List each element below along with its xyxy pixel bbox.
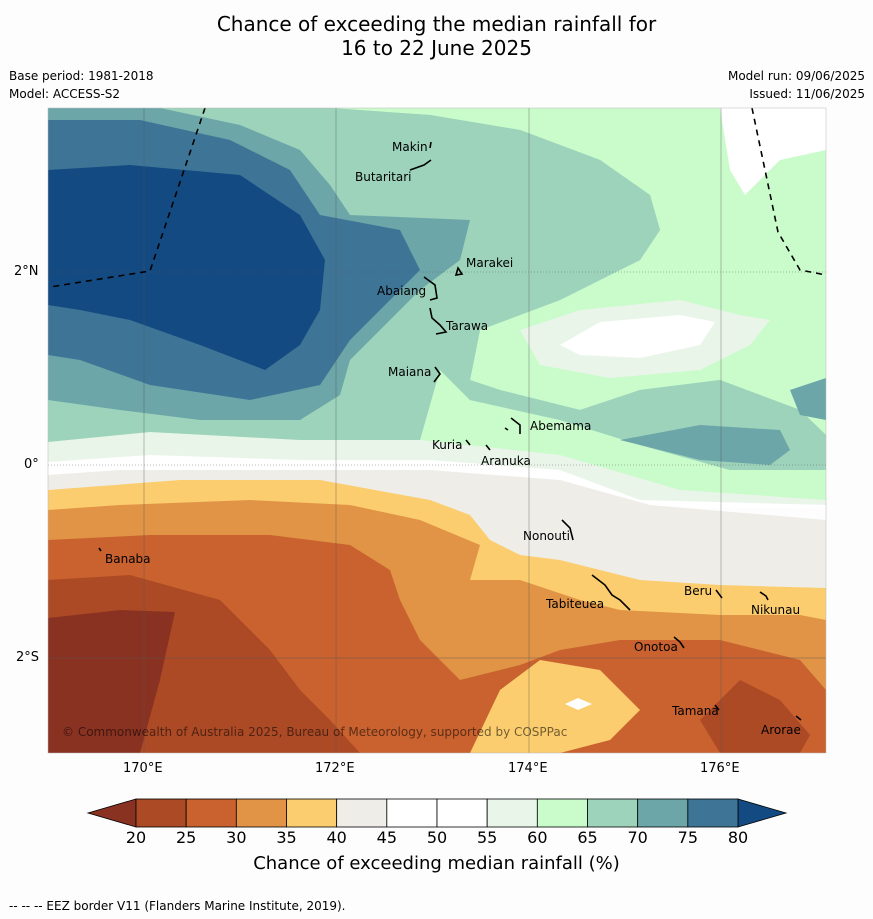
contour-layer [48, 108, 826, 753]
island-label: Onotoa [634, 640, 678, 654]
colorbar-tick-label: 80 [727, 828, 749, 847]
island-label: Nikunau [751, 603, 800, 617]
colorbar-segment [587, 798, 639, 828]
colorbar-label: Chance of exceeding median rainfall (%) [253, 853, 620, 874]
title-line-2: 16 to 22 June 2025 [341, 36, 532, 60]
colorbar-under-arrow [86, 798, 137, 828]
colorbar-tick-label: 65 [577, 828, 598, 847]
lat-tick-label: 0° [24, 457, 39, 472]
colorbar-segment [436, 798, 488, 828]
colorbar-segment [336, 798, 388, 828]
island-outlines [98, 141, 802, 721]
island-label: Abaiang [377, 284, 426, 298]
eez-border [49, 107, 827, 288]
meta-left: Base period: 1981-2018 Model: ACCESS-S2 [9, 67, 154, 103]
island-label: Banaba [105, 552, 151, 566]
lon-tick-label: 174°E [508, 761, 548, 776]
colorbar-segment [135, 798, 187, 828]
colorbar-tick-label: 70 [627, 828, 648, 847]
colorbar-segment [486, 798, 538, 828]
eez-footnote: -- -- -- EEZ border V11 (Flanders Marine… [9, 899, 346, 913]
island-label: Aranuka [481, 454, 531, 468]
meta-right: Model run: 09/06/2025 Issued: 11/06/2025 [728, 67, 865, 103]
island-label: Maiana [388, 365, 431, 379]
colorbar-over-arrow [737, 798, 788, 828]
colorbar-segment [687, 798, 739, 828]
lon-tick-label: 176°E [700, 761, 740, 776]
lon-tick-label: 170°E [123, 761, 163, 776]
copyright-text: © Commonwealth of Australia 2025, Bureau… [62, 725, 567, 739]
colorbar [86, 798, 788, 828]
map-frame [47, 107, 827, 754]
model-name: Model: ACCESS-S2 [9, 87, 121, 101]
colorbar-tick-label: 55 [476, 828, 498, 847]
island-label: Tabiteuea [545, 597, 604, 611]
map-title: Chance of exceeding the median rainfall … [0, 12, 873, 60]
colorbar-segment [185, 798, 237, 828]
colorbar-tick-label: 25 [175, 828, 197, 847]
island-label: Nonouti [523, 529, 570, 543]
colorbar-tick-label: 20 [125, 828, 147, 847]
island-label: Beru [684, 584, 712, 598]
colorbar-tick-label: 30 [226, 828, 247, 847]
colorbar-segment [637, 798, 689, 828]
colorbar-segment [386, 798, 438, 828]
lat-tick-label: 2°N [14, 264, 39, 279]
colorbar-tick-label: 60 [527, 828, 548, 847]
title-line-1: Chance of exceeding the median rainfall … [216, 12, 657, 36]
island-label: Tamana [671, 704, 719, 718]
colorbar-segment [286, 798, 338, 828]
island-label: Marakei [466, 256, 513, 270]
colorbar-segment [536, 798, 588, 828]
colorbar-tick-label: 50 [426, 828, 448, 847]
colorbar-tick-label: 45 [376, 828, 397, 847]
issued-date: Issued: 11/06/2025 [749, 87, 865, 101]
colorbar-tick-label: 75 [677, 828, 698, 847]
island-label: Tarawa [445, 319, 488, 333]
colorbar-tick-label: 35 [276, 828, 297, 847]
island-label: Butaritari [355, 170, 412, 184]
island-labels: Makin Butaritari Marakei Abaiang Tarawa … [105, 140, 801, 737]
lon-tick-label: 172°E [315, 761, 355, 776]
colorbar-tick-label: 40 [326, 828, 347, 847]
island-label: Arorae [761, 723, 801, 737]
lat-tick-label: 2°S [16, 650, 40, 665]
base-period: Base period: 1981-2018 [9, 69, 154, 83]
model-run: Model run: 09/06/2025 [727, 69, 865, 83]
island-label: Makin [392, 140, 428, 154]
colorbar-segment [235, 798, 287, 828]
grid-lines [48, 108, 826, 753]
island-label: Abemama [530, 419, 591, 433]
island-label: Kuria [432, 438, 463, 452]
